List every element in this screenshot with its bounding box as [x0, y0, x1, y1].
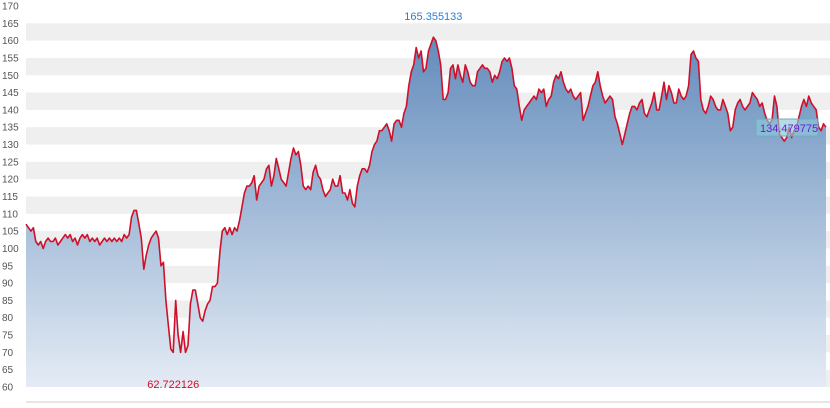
y-tick-label: 125 — [2, 157, 19, 168]
y-tick-label: 120 — [2, 175, 19, 186]
y-tick-label: 115 — [2, 192, 18, 203]
y-tick-label: 150 — [2, 71, 19, 82]
y-tick-label: 60 — [2, 383, 14, 394]
y-tick-label: 110 — [2, 209, 18, 220]
y-axis: 60 65 70 75 80 85 90 95 100 105 110 115 120 125 130 135… — [2, 2, 19, 394]
y-tick-label: 145 — [2, 88, 19, 99]
min-value-label: 62.722126 — [147, 379, 199, 391]
y-tick-label: 135 — [2, 123, 19, 134]
y-tick-label: 105 — [2, 227, 19, 238]
y-tick-label: 70 — [2, 348, 14, 359]
y-tick-label: 75 — [2, 331, 14, 342]
y-tick-label: 65 — [2, 365, 14, 376]
y-tick-label: 95 — [2, 261, 14, 272]
grid-band — [26, 23, 830, 41]
y-tick-label: 85 — [2, 296, 14, 307]
y-tick-label: 170 — [2, 2, 19, 13]
max-value-label: 165.355133 — [404, 11, 462, 23]
y-tick-label: 130 — [2, 140, 19, 151]
last-value-box — [755, 118, 819, 137]
series-line — [25, 36, 827, 354]
y-tick-label: 100 — [2, 244, 19, 255]
y-tick-label: 140 — [2, 105, 19, 116]
y-tick-label: 165 — [2, 19, 19, 30]
last-value-label: 134.479775 — [760, 123, 818, 135]
annotations: 165.355133 62.722126 134.479775 — [147, 11, 819, 391]
y-tick-label: 80 — [2, 313, 14, 324]
y-tick-label: 155 — [2, 53, 19, 64]
series-area — [26, 37, 826, 387]
y-tick-label: 90 — [2, 279, 14, 290]
y-tick-label: 160 — [2, 36, 19, 47]
